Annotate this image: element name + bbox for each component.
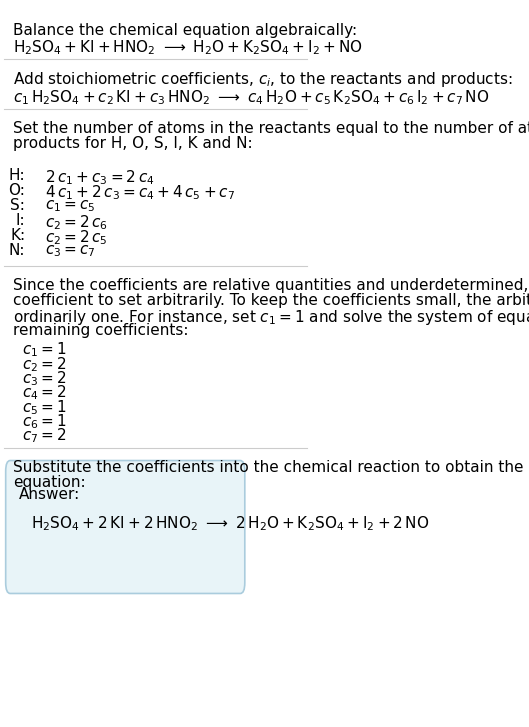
Text: ordinarily one. For instance, set $c_1 = 1$ and solve the system of equations fo: ordinarily one. For instance, set $c_1 =… bbox=[13, 308, 529, 327]
Text: Since the coefficients are relative quantities and underdetermined, choose a: Since the coefficients are relative quan… bbox=[13, 278, 529, 293]
Text: Set the number of atoms in the reactants equal to the number of atoms in the: Set the number of atoms in the reactants… bbox=[13, 121, 529, 136]
FancyBboxPatch shape bbox=[6, 460, 245, 593]
Text: O:: O: bbox=[8, 183, 25, 198]
Text: $c_1\,\mathrm{H_2SO_4} + c_2\,\mathrm{KI} + c_3\,\mathrm{HNO_2} \ \longrightarro: $c_1\,\mathrm{H_2SO_4} + c_2\,\mathrm{KI… bbox=[13, 88, 490, 107]
Text: H:: H: bbox=[9, 168, 25, 183]
Text: Add stoichiometric coefficients, $c_i$, to the reactants and products:: Add stoichiometric coefficients, $c_i$, … bbox=[13, 71, 513, 89]
Text: equation:: equation: bbox=[13, 475, 86, 490]
Text: K:: K: bbox=[10, 228, 25, 244]
Text: $c_7 = 2$: $c_7 = 2$ bbox=[22, 427, 67, 446]
Text: $\mathrm{H_2SO_4 + KI + HNO_2 \ \longrightarrow \ H_2O + K_2SO_4 + I_2 + NO}$: $\mathrm{H_2SO_4 + KI + HNO_2 \ \longrig… bbox=[13, 39, 363, 57]
Text: coefficient to set arbitrarily. To keep the coefficients small, the arbitrary va: coefficient to set arbitrarily. To keep … bbox=[13, 293, 529, 308]
Text: $c_3 = c_7$: $c_3 = c_7$ bbox=[45, 244, 96, 260]
Text: $c_2 = 2\,c_5$: $c_2 = 2\,c_5$ bbox=[45, 228, 108, 247]
Text: $c_6 = 1$: $c_6 = 1$ bbox=[22, 412, 67, 431]
Text: N:: N: bbox=[9, 244, 25, 259]
Text: $c_5 = 1$: $c_5 = 1$ bbox=[22, 398, 67, 417]
Text: products for H, O, S, I, K and N:: products for H, O, S, I, K and N: bbox=[13, 136, 253, 150]
Text: $c_3 = 2$: $c_3 = 2$ bbox=[22, 369, 67, 388]
Text: $c_4 = 2$: $c_4 = 2$ bbox=[22, 384, 67, 402]
Text: remaining coefficients:: remaining coefficients: bbox=[13, 324, 189, 338]
Text: Substitute the coefficients into the chemical reaction to obtain the balanced: Substitute the coefficients into the che… bbox=[13, 459, 529, 475]
Text: $c_1 = c_5$: $c_1 = c_5$ bbox=[45, 198, 96, 214]
Text: $c_2 = 2$: $c_2 = 2$ bbox=[22, 355, 67, 374]
Text: $2\,c_1 + c_3 = 2\,c_4$: $2\,c_1 + c_3 = 2\,c_4$ bbox=[45, 168, 154, 187]
Text: Balance the chemical equation algebraically:: Balance the chemical equation algebraica… bbox=[13, 23, 358, 38]
Text: $\mathrm{H_2SO_4 + 2\,KI + 2\,HNO_2 \ \longrightarrow \ 2\,H_2O + K_2SO_4 + I_2 : $\mathrm{H_2SO_4 + 2\,KI + 2\,HNO_2 \ \l… bbox=[31, 515, 430, 533]
Text: $4\,c_1 + 2\,c_3 = c_4 + 4\,c_5 + c_7$: $4\,c_1 + 2\,c_3 = c_4 + 4\,c_5 + c_7$ bbox=[45, 183, 235, 202]
Text: $c_1 = 1$: $c_1 = 1$ bbox=[22, 340, 67, 359]
Text: I:: I: bbox=[16, 213, 25, 228]
Text: Answer:: Answer: bbox=[19, 487, 80, 502]
Text: $c_2 = 2\,c_6$: $c_2 = 2\,c_6$ bbox=[45, 213, 108, 232]
Text: S:: S: bbox=[11, 198, 25, 213]
